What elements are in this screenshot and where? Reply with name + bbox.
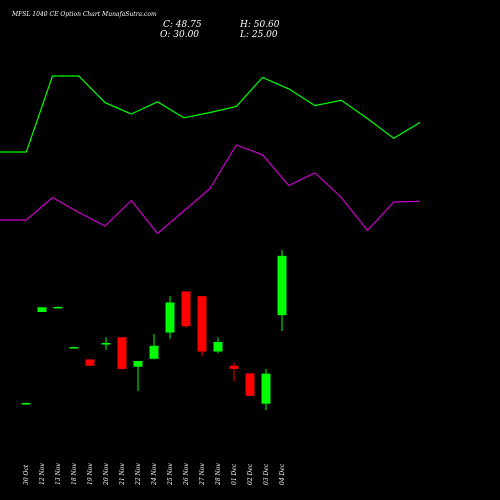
x-tick-label: 27 Nov	[199, 463, 206, 486]
x-tick-label: 24 Nov	[151, 463, 158, 486]
x-tick-label: 22 Nov	[135, 463, 142, 486]
candle-body	[37, 307, 47, 312]
candle-body	[133, 360, 143, 367]
x-tick-label: 12 Nov	[39, 463, 46, 485]
candle-26-nov	[181, 291, 191, 328]
indicator-line-2	[0, 144, 421, 235]
indicator-lines	[0, 75, 421, 235]
candle-19-nov	[85, 359, 95, 366]
x-tick-label: 26 Nov	[183, 463, 190, 486]
candle-body	[101, 342, 111, 345]
x-tick-label: 25 Nov	[167, 463, 174, 486]
candle-body	[149, 345, 159, 359]
x-tick-label: 02 Dec	[247, 463, 254, 485]
candle-13-nov	[53, 306, 63, 309]
candle-body	[213, 342, 223, 352]
candle-body	[117, 337, 127, 369]
candle-body	[261, 373, 271, 404]
candle-body	[69, 347, 79, 349]
chart-title: MFSL 1040 CE Option Chart MunafaSutra.co…	[12, 11, 157, 18]
candle-body	[277, 255, 287, 316]
candle-20-nov	[101, 337, 111, 350]
candle-24-nov	[149, 334, 159, 360]
candle-body	[181, 291, 191, 327]
candle-body	[197, 296, 207, 352]
x-tick-label: 04 Dec	[279, 463, 286, 485]
x-tick-label: 13 Nov	[55, 463, 62, 485]
x-tick-label: 30 Oct	[23, 464, 30, 485]
close-value: C: 48.75	[163, 20, 202, 30]
candle-04-dec	[277, 250, 287, 331]
x-tick-label: 20 Nov	[103, 463, 110, 486]
candle-25-nov	[165, 296, 175, 339]
x-axis-labels: 30 Oct 12 Nov 13 Nov 18 Nov 19 Nov 20 Nov 21 N…	[23, 463, 286, 486]
indicator-line-1	[0, 75, 421, 153]
x-tick-label: 19 Nov	[87, 463, 94, 485]
x-tick-label: 28 Nov	[215, 463, 222, 486]
candle-27-nov	[197, 296, 207, 357]
candle-21-nov	[117, 337, 127, 370]
candle-03-dec	[261, 368, 271, 410]
open-value: O: 30.00	[160, 30, 200, 40]
candle-02-dec	[245, 373, 255, 396]
candle-30-oct	[21, 402, 31, 405]
candle-body	[245, 373, 255, 396]
x-tick-label: 18 Nov	[71, 463, 78, 485]
candlestick-series	[21, 250, 287, 410]
candle-12-nov	[37, 307, 47, 312]
x-tick-label: 21 Nov	[119, 463, 126, 486]
candle-28-nov	[213, 337, 223, 354]
candle-body	[85, 359, 95, 366]
candle-22-nov	[133, 360, 143, 392]
candle-body	[53, 306, 63, 309]
x-tick-label: 01 Dec	[231, 463, 238, 485]
candle-18-nov	[69, 346, 79, 349]
candle-01-dec	[229, 362, 239, 382]
candle-body	[229, 365, 239, 369]
candle-body	[21, 403, 31, 405]
low-value: L: 25.00	[240, 30, 278, 40]
high-value: H: 50.60	[240, 20, 280, 30]
candle-body	[165, 302, 175, 333]
x-tick-label: 03 Dec	[263, 463, 270, 485]
